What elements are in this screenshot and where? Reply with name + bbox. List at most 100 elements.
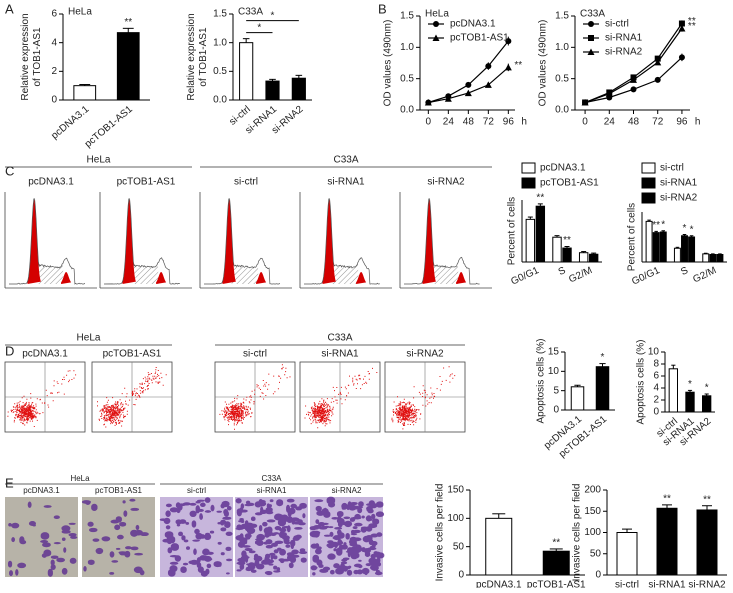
bar [702,253,710,263]
sample-label: si-RNA2 [406,349,444,360]
stained-cells [309,496,385,576]
invasion-image [159,497,233,577]
bar [485,517,513,576]
bar [688,236,696,263]
g2-peak [456,271,467,284]
panel-letter: A [5,1,14,16]
significance-label: * [257,22,261,33]
invasion-image [81,497,155,577]
bar [570,386,585,411]
invasion-image [309,496,385,577]
legend-label: si-RNA1 [660,178,698,189]
bar [616,532,638,576]
data-point [424,98,432,106]
y-axis-label: Invasive cells per field [435,484,446,582]
hatched-s-phase [36,233,64,284]
bar [685,391,695,413]
bar [645,220,653,263]
histogram-image [299,192,392,289]
histogram-image [99,192,192,289]
significance-label: ** [124,17,132,28]
y-tick-label: 0.5 [213,66,227,77]
y-axis-label: OD values (490nm) [538,20,549,107]
dot-plot-image [214,361,296,433]
bar [116,32,140,101]
y-axis-label: Invasive cells per field [572,484,583,582]
legend-label: si-ctrl [660,163,684,174]
y-tick-label: 5 [553,385,559,396]
bar [673,247,681,263]
y-tick-label: 0.5 [555,73,569,84]
group-label: C33A [327,333,352,344]
significance-label: * [690,224,694,235]
x-tick-label: S [679,265,690,278]
y-tick-label: 10 [548,366,560,377]
invasion-image [235,497,308,577]
sample-label: pcDNA3.1 [22,349,68,360]
y-tick-label: 1.5 [555,11,569,22]
sample-label: si-RNA2 [332,486,362,495]
panel-letter: D [5,343,14,358]
legend-swatch [641,162,656,174]
y-tick-label: 1.5 [213,9,227,20]
y-tick-label: 0 [653,407,659,418]
legend-label: pcDNA3.1 [450,19,496,30]
significance-label: * [688,379,692,390]
sample-label: si-ctrl [234,177,258,188]
panel-letter: B [378,1,387,16]
g2-peak [61,271,72,284]
y-tick-label: 1.0 [555,42,569,53]
sample-label: si-RNA1 [257,486,287,495]
invasion-image [5,497,78,577]
group-label: C33A [333,155,358,166]
data-point [581,98,589,106]
x-tick-label: 0 [426,117,432,128]
x-tick-label: G2/M [691,265,718,285]
stained-cells [7,501,78,577]
chart-title: C33A [238,7,263,18]
legend-label: si-RNA2 [660,193,698,204]
g1-peak [27,199,41,284]
legend-label: si-RNA2 [605,47,643,58]
x-tick-label: G0/G1 [509,265,541,288]
y-tick-label: 0 [595,570,601,581]
legend-marker [588,35,594,41]
group-label: HeLa [77,333,101,344]
histogram-outline [404,198,480,285]
legend-label: pcTOB1-AS1 [450,33,509,44]
y-tick-label: 4 [51,37,57,48]
bar [265,80,280,101]
bar [659,231,667,263]
bar [716,254,724,263]
bar [595,366,610,411]
hatched-s-phase [331,233,359,284]
significance-label: * [661,219,665,230]
significance-label: ** [514,60,522,71]
y-tick-label: 150 [447,485,464,496]
data-point [654,58,662,66]
x-axis-unit: h [521,117,527,128]
sample-label: pcDNA3.1 [28,177,74,188]
data-point [484,81,492,88]
y-axis-label: Apoptosis cells (%) [536,338,547,423]
g2-peak [156,271,167,284]
legend-swatch [641,192,656,204]
g1-peak [222,199,236,284]
bar [578,252,589,263]
x-tick-label: pcDNA3.1 [49,104,91,142]
y-tick-label: 1.0 [213,37,227,48]
y-axis-label: Percent of cells [507,197,518,265]
sample-label: pcDNA3.1 [23,486,60,495]
cell-events [219,364,291,430]
significance-label: * [705,383,709,394]
dot-plot-image [384,361,466,433]
x-tick-label: 48 [463,117,475,128]
y-axis-label: Relative expressionof TOB1-AS1 [20,13,43,100]
x-tick-label: pcTOB1-AS1 [83,104,135,150]
sample-label: pcTOB1-AS1 [95,486,143,495]
data-point [504,63,512,71]
cell-events [391,366,456,430]
y-tick-label: 6 [51,9,57,20]
